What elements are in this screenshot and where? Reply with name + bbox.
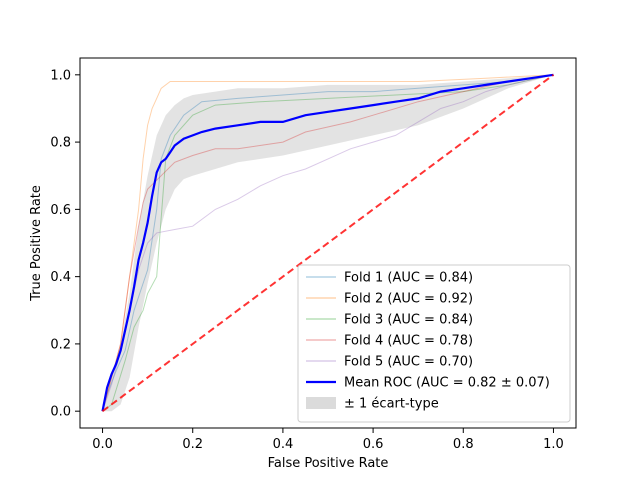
y-tick-label: 0.8 bbox=[50, 136, 71, 151]
legend-label-3: Fold 4 (AUC = 0.78) bbox=[344, 334, 473, 349]
series-line-3 bbox=[102, 74, 554, 412]
y-axis-label: True Positive Rate bbox=[29, 185, 44, 302]
std-band bbox=[102, 74, 554, 412]
plot-frame bbox=[79, 57, 577, 429]
x-tick-label: 1.0 bbox=[543, 437, 564, 452]
x-tick-label: 0.8 bbox=[453, 437, 474, 452]
legend-swatch-band bbox=[306, 397, 336, 409]
legend-label-4: Fold 5 (AUC = 0.70) bbox=[344, 355, 473, 370]
series-line-0 bbox=[102, 74, 554, 412]
series-line-4 bbox=[102, 74, 554, 412]
y-tick-label: 0.2 bbox=[50, 337, 71, 352]
y-tick-label: 0.6 bbox=[50, 203, 71, 218]
x-tick-label: 0.0 bbox=[92, 437, 113, 452]
x-tick-label: 0.4 bbox=[273, 437, 294, 452]
y-tick-label: 0.4 bbox=[50, 270, 71, 285]
x-axis-label: False Positive Rate bbox=[268, 456, 389, 471]
legend-label-band: ± 1 écart-type bbox=[344, 397, 439, 412]
x-tick-label: 0.6 bbox=[363, 437, 384, 452]
y-tick-label: 1.0 bbox=[50, 68, 71, 83]
legend-label-1: Fold 2 (AUC = 0.92) bbox=[344, 292, 473, 307]
legend-label-0: Fold 1 (AUC = 0.84) bbox=[344, 271, 473, 286]
series-line-2 bbox=[102, 74, 554, 412]
series-line-5 bbox=[101, 73, 554, 412]
legend-label-2: Fold 3 (AUC = 0.84) bbox=[344, 313, 473, 328]
series-line-1 bbox=[102, 74, 554, 412]
legend-box bbox=[297, 264, 571, 423]
legend-label-5: Mean ROC (AUC = 0.82 ± 0.07) bbox=[344, 376, 550, 391]
x-tick-label: 0.2 bbox=[182, 437, 203, 452]
y-tick-label: 0.0 bbox=[50, 405, 71, 420]
series-line-6 bbox=[101, 73, 555, 413]
